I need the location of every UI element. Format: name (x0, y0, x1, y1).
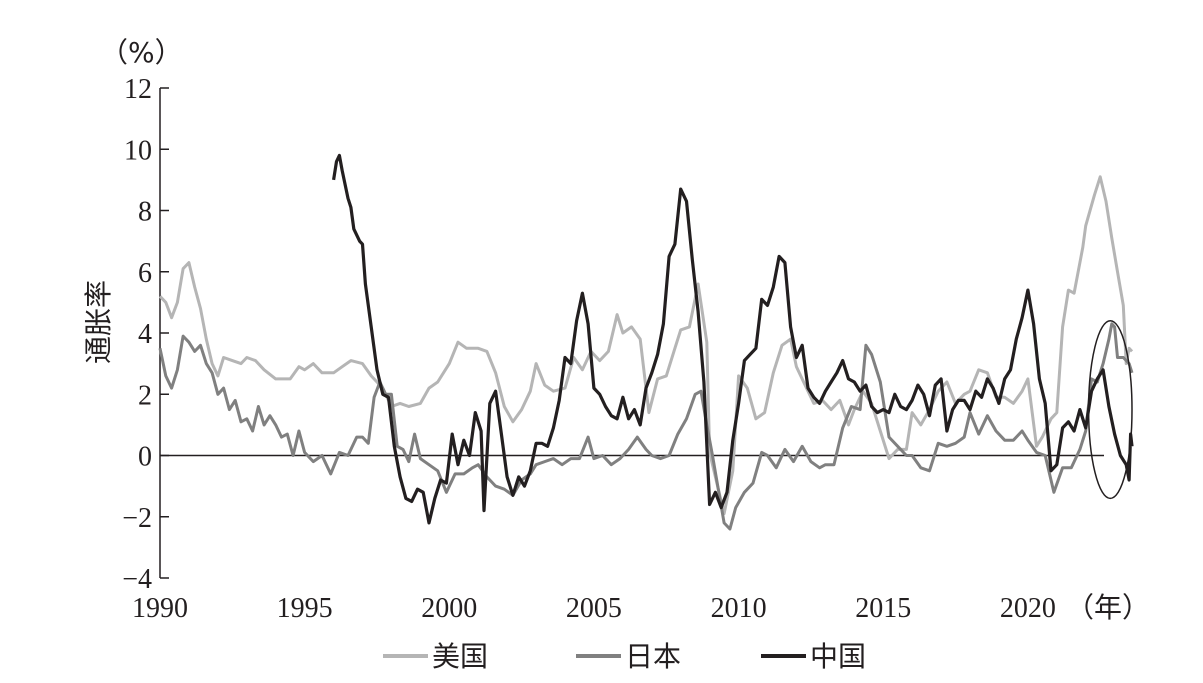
y-tick-label: −4 (122, 564, 152, 595)
x-tick-label: 2015 (855, 593, 911, 624)
x-unit-label: （年） (1066, 591, 1150, 624)
legend-label-china: 中国 (810, 640, 866, 673)
y-tick-label: −2 (122, 503, 152, 534)
series-lines (158, 153, 1134, 531)
x-tick-label: 2010 (711, 593, 767, 624)
highlight-ellipse (1087, 320, 1133, 500)
y-ticks: −4 −2 0 2 4 6 8 10 12 (122, 74, 169, 595)
x-tick-label: 2000 (421, 593, 477, 624)
y-tick-label: 10 (124, 135, 152, 166)
y-tick-label: 2 (138, 380, 152, 411)
legend: 美国 日本 中国 (383, 640, 866, 673)
y-tick-label: 12 (124, 74, 152, 105)
x-ticks: 1990 1995 2000 2005 2010 2015 2020 (132, 593, 1056, 624)
series-line-japan (158, 322, 1134, 531)
y-tick-label: 0 (138, 442, 152, 473)
x-tick-label: 1995 (277, 593, 333, 624)
x-tick-label: 1990 (132, 593, 188, 624)
series-line-us (158, 175, 1134, 516)
y-unit-label: （%） (100, 36, 183, 69)
y-tick-label: 8 (138, 197, 152, 228)
legend-label-japan: 日本 (625, 640, 681, 673)
y-tick-label: 6 (138, 258, 152, 289)
axes (159, 88, 1104, 578)
x-tick-label: 2020 (1000, 593, 1056, 624)
y-axis-label: 通胀率 (82, 280, 115, 364)
x-tick-label: 2005 (566, 593, 622, 624)
legend-label-us: 美国 (432, 640, 488, 673)
y-tick-label: 4 (138, 319, 152, 350)
series-line-china (332, 153, 1134, 525)
